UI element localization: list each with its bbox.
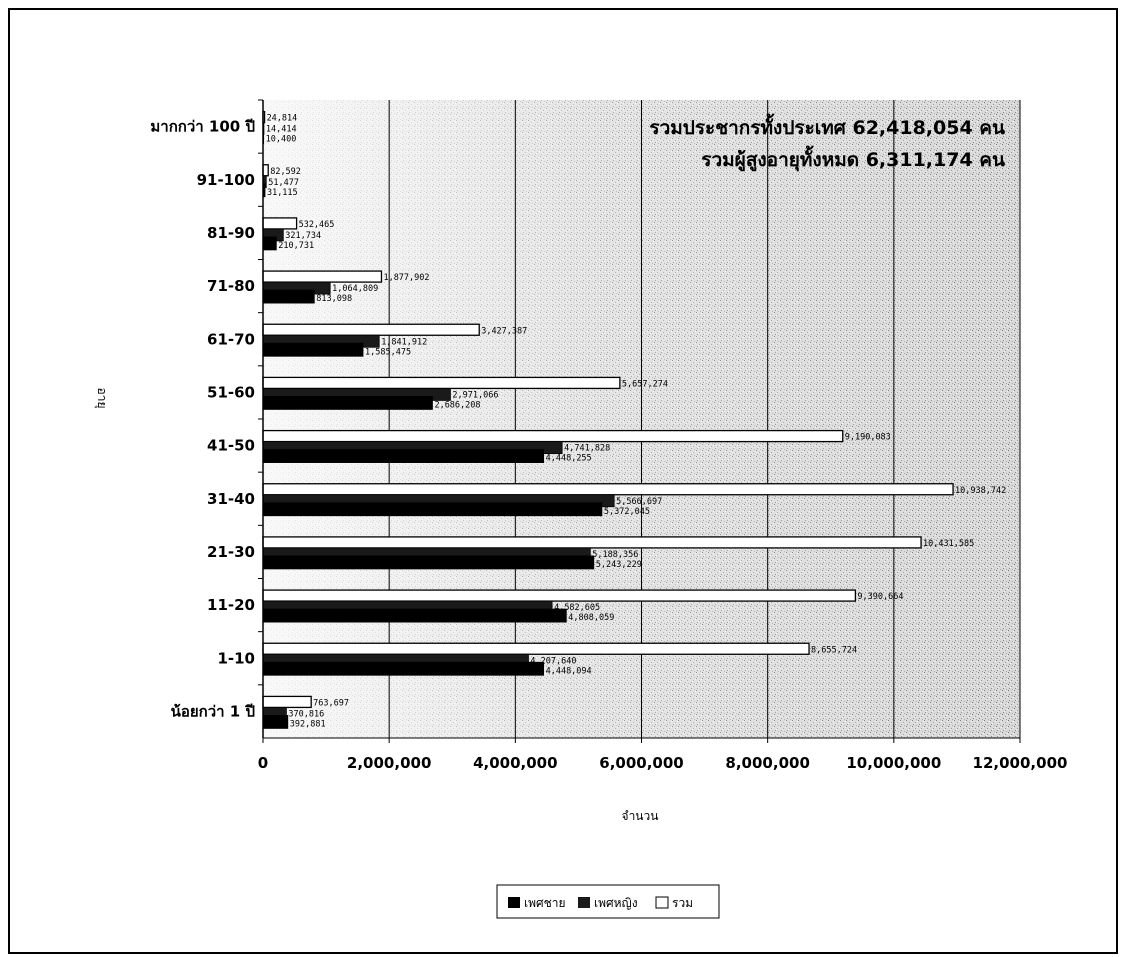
bar-male-8 (262, 289, 315, 304)
bar-male-3 (262, 555, 595, 570)
bar-total-9 (262, 217, 298, 230)
data-label-male-3: 5,243,229 (596, 560, 642, 570)
data-label-male-4: 5,372,045 (604, 507, 650, 517)
x-tick-label-5: 10,000,000 (846, 754, 941, 772)
data-label-male-5: 4,448,255 (546, 454, 592, 464)
x-tick-label-2: 4,000,000 (473, 754, 557, 772)
data-label-male-6: 2,686,208 (434, 400, 480, 410)
y-category-label-6: 51-60 (207, 383, 255, 401)
bar-male-4 (262, 502, 603, 517)
data-label-female-2: 4,582,605 (554, 603, 600, 613)
data-label-total-11: 24,814 (267, 114, 298, 124)
legend-label-total: รวม (672, 896, 693, 910)
y-category-label-7: 61-70 (207, 330, 255, 348)
bar-total-8 (262, 270, 383, 283)
bar-total-7 (262, 323, 480, 336)
bar-male-7 (262, 342, 364, 357)
data-label-total-10: 82,592 (270, 167, 301, 177)
data-label-female-4: 5,566,697 (616, 497, 662, 507)
x-tick-label-6: 12,000,000 (973, 754, 1068, 772)
annotation-total-population: รวมประชากรทั้งประเทศ 62,418,054 คน (649, 113, 1005, 139)
legend-label-male: เพศชาย (524, 896, 566, 910)
x-axis-title: จำนวน (622, 809, 659, 823)
x-tick-label-0: 0 (258, 754, 268, 772)
data-label-male-2: 4,808,059 (568, 613, 614, 623)
data-label-total-9: 532,465 (299, 220, 335, 230)
legend-swatch-male (508, 897, 520, 908)
data-label-male-8: 813,098 (316, 294, 352, 304)
data-label-total-3: 10,431,585 (923, 539, 974, 549)
data-label-male-10: 31,115 (267, 188, 298, 198)
y-category-label-8: 71-80 (207, 277, 255, 295)
x-tick-label-4: 8,000,000 (725, 754, 809, 772)
bar-total-6 (262, 376, 621, 390)
legend-swatch-total (655, 896, 669, 909)
data-label-female-5: 4,741,828 (564, 444, 610, 454)
y-category-label-9: 81-90 (207, 224, 255, 242)
data-label-male-9: 210,731 (278, 241, 314, 251)
bar-total-0 (262, 695, 312, 709)
bar-total-5 (262, 429, 844, 443)
x-tick-label-1: 2,000,000 (347, 754, 431, 772)
data-label-total-6: 5,657,274 (622, 379, 668, 389)
data-label-male-0: 392,881 (290, 719, 326, 729)
x-tick-label-3: 6,000,000 (599, 754, 683, 772)
gridlines (388, 100, 1021, 738)
data-label-female-0: 370,816 (288, 709, 324, 719)
data-label-total-4: 10,938,742 (955, 486, 1006, 496)
legend-swatch-female (578, 897, 590, 908)
bar-male-6 (262, 396, 433, 410)
annotation-elderly-total: รวมผู้สูงอายุทั้งหมด 6,311,174 คน (701, 145, 1005, 172)
bar-total-3 (262, 536, 922, 549)
data-label-female-1: 4,207,640 (530, 656, 576, 666)
data-label-total-0: 763,697 (313, 698, 349, 708)
data-labels: 763,697370,816392,8818,655,7244,207,6404… (266, 114, 1007, 730)
data-label-female-7: 1,841,912 (381, 337, 427, 347)
data-label-total-8: 1,877,902 (383, 273, 429, 283)
data-label-female-3: 5,188,356 (592, 550, 638, 560)
data-label-total-2: 9,390,664 (857, 592, 903, 602)
data-label-total-5: 9,190,083 (845, 433, 891, 443)
data-label-total-1: 8,655,724 (811, 645, 857, 655)
y-category-label-10: 91-100 (197, 171, 255, 189)
y-category-label-11: มากกว่า 100 ปี (150, 118, 255, 136)
y-category-label-2: 11-20 (207, 596, 255, 614)
bar-total-10 (262, 164, 269, 177)
bar-male-2 (262, 608, 567, 623)
axes: 0 2,000,000 4,000,000 6,000,000 8,000,000 10,… (150, 99, 1068, 772)
data-label-female-11: 14,414 (266, 125, 297, 135)
bar-male-1 (262, 661, 545, 676)
data-label-total-7: 3,427,387 (481, 326, 527, 336)
bar-male-0 (262, 715, 289, 729)
y-category-label-0: น้อยกว่า 1 ปี (171, 702, 255, 720)
data-label-female-8: 1,064,809 (332, 284, 378, 294)
bar-male-5 (262, 449, 545, 463)
data-label-male-7: 1,585,475 (365, 347, 411, 357)
y-category-label-5: 41-50 (207, 437, 255, 455)
bar-total-2 (262, 589, 857, 602)
data-label-female-6: 2,971,066 (452, 390, 498, 400)
y-category-label-3: 21-30 (207, 543, 255, 561)
y-axis-title: อายุ (94, 388, 109, 409)
legend: เพศชาย เพศหญิง รวม (496, 884, 720, 919)
data-label-female-9: 321,734 (285, 231, 321, 241)
bar-male-9 (262, 236, 277, 251)
bar-total-4 (262, 483, 954, 496)
data-label-male-11: 10,400 (266, 135, 297, 145)
data-label-male-1: 4,448,094 (546, 666, 592, 676)
legend-label-female: เพศหญิง (594, 896, 638, 910)
data-label-female-10: 51,477 (268, 178, 299, 188)
bars (262, 110, 954, 729)
bar-total-1 (262, 642, 810, 655)
y-category-label-4: 31-40 (207, 490, 255, 508)
y-category-label-1: 1-10 (217, 649, 255, 667)
